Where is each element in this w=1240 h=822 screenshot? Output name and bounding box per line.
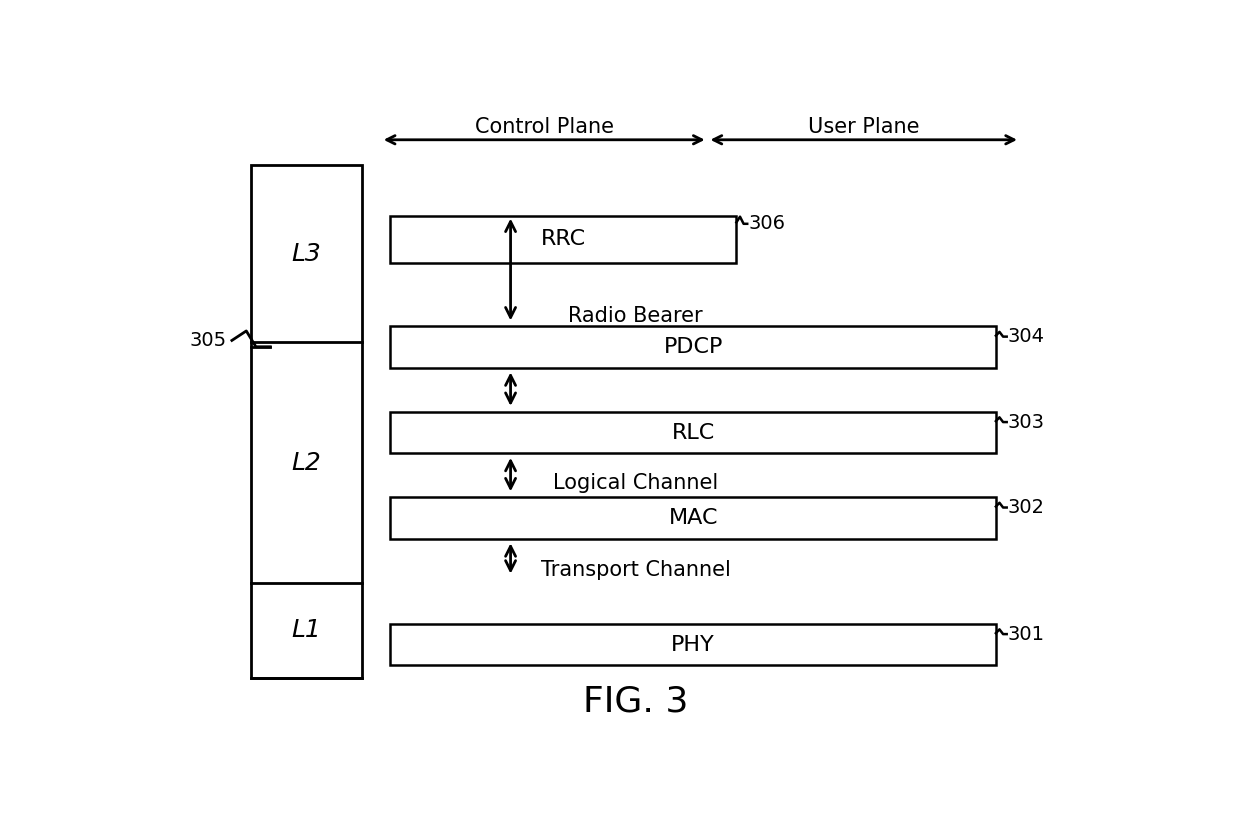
Text: 305: 305 bbox=[190, 331, 227, 350]
Text: L2: L2 bbox=[291, 450, 321, 474]
Bar bbox=[391, 412, 996, 453]
Text: Control Plane: Control Plane bbox=[475, 117, 614, 136]
Text: MAC: MAC bbox=[668, 508, 718, 528]
Text: FIG. 3: FIG. 3 bbox=[583, 685, 688, 719]
Text: L1: L1 bbox=[291, 618, 321, 642]
Text: 301: 301 bbox=[1008, 625, 1045, 644]
Text: 303: 303 bbox=[1008, 413, 1045, 432]
Text: PDCP: PDCP bbox=[663, 337, 723, 357]
Text: RLC: RLC bbox=[672, 423, 714, 442]
Text: L3: L3 bbox=[291, 242, 321, 266]
Text: User Plane: User Plane bbox=[808, 117, 920, 136]
Text: Transport Channel: Transport Channel bbox=[541, 560, 730, 580]
Bar bbox=[391, 326, 996, 367]
Polygon shape bbox=[250, 165, 362, 678]
Text: 306: 306 bbox=[749, 215, 785, 233]
Text: Radio Bearer: Radio Bearer bbox=[568, 306, 703, 326]
Bar bbox=[391, 497, 996, 538]
Text: 302: 302 bbox=[1008, 498, 1045, 517]
Text: RRC: RRC bbox=[541, 229, 587, 249]
Text: 304: 304 bbox=[1008, 327, 1045, 346]
Text: Logical Channel: Logical Channel bbox=[553, 473, 718, 493]
Bar bbox=[391, 624, 996, 665]
Text: PHY: PHY bbox=[671, 635, 715, 654]
Bar bbox=[391, 215, 737, 263]
